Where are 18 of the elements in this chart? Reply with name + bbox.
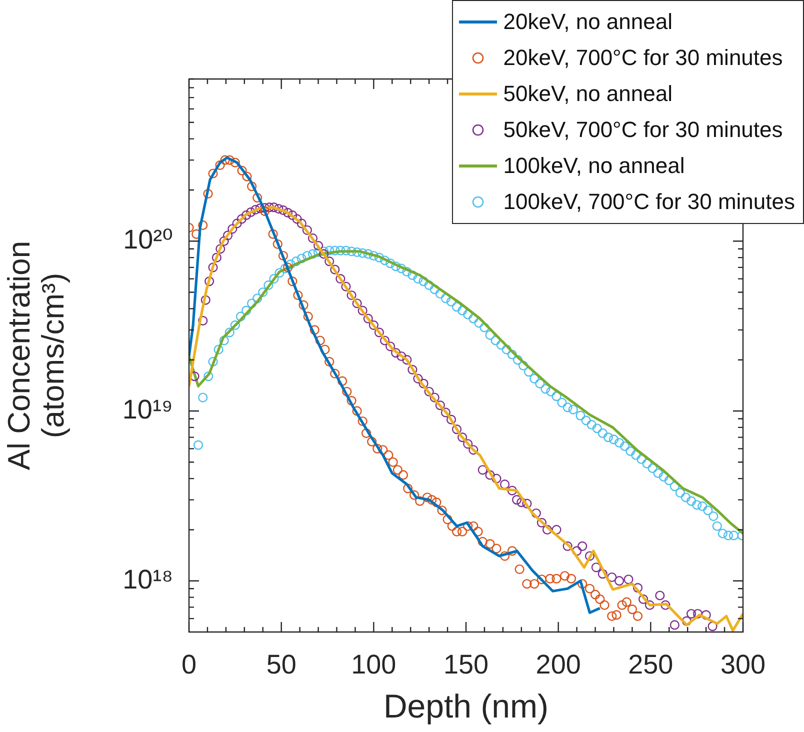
y-tick-label: 10¹⁹ [122,394,173,424]
x-tick-label: 150 [443,650,489,680]
y-tick-label: 10²⁰ [123,224,173,255]
x-tick-label: 50 [266,650,296,680]
x-tick-label: 200 [536,650,581,680]
legend-label: 20keV, no anneal [503,8,672,36]
x-tick-label: 300 [720,650,766,680]
legend-label: 100keV, no anneal [503,152,685,180]
x-axis-title: Depth (nm) [383,687,549,724]
x-tick-label: 250 [628,650,674,680]
legend-label: 20keV, 700°C for 30 minutes [503,44,783,72]
x-tick-label: 0 [181,650,197,680]
x-tick-label: 100 [351,650,396,680]
y-tick-label: 10¹⁸ [122,564,173,594]
legend-label: 100keV, 700°C for 30 minutes [503,188,795,216]
legend-label: 50keV, 700°C for 30 minutes [503,116,783,144]
legend-label: 50keV, no anneal [503,80,672,108]
y-axis-title: Al Concentration (atoms/cm³) [2,240,71,470]
